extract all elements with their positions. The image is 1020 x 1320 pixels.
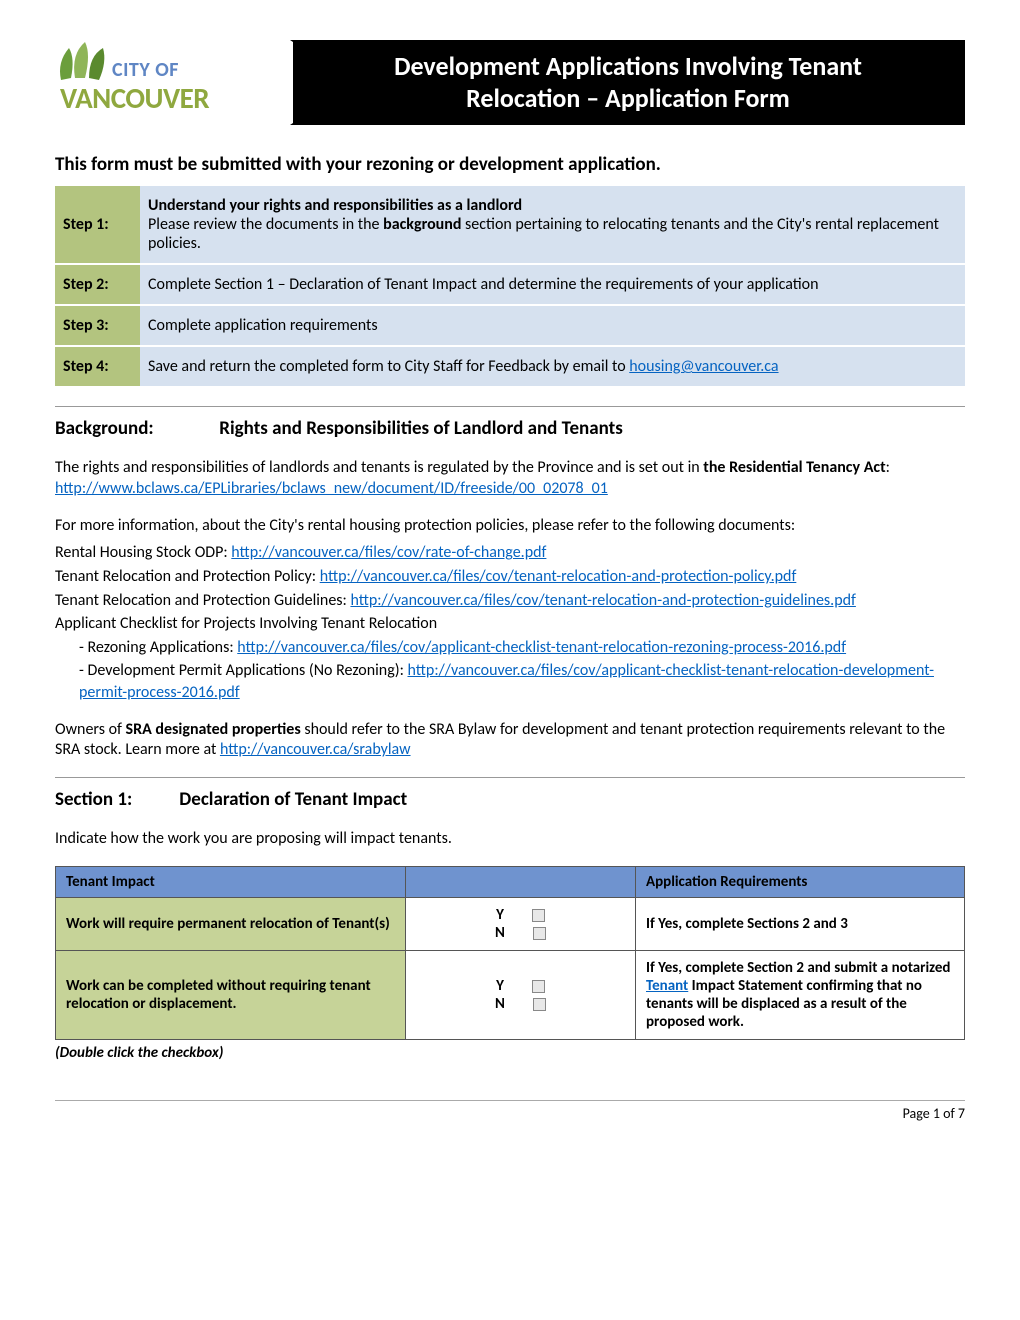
impact-col1-header: Tenant Impact — [56, 866, 406, 897]
doc4b-label: - Development Permit Applications (No Re… — [79, 661, 408, 680]
checkbox-n2[interactable] — [533, 998, 546, 1011]
header: CITY OF VANCOUVER Development Applicatio… — [55, 40, 965, 125]
background-title: Rights and Responsibilities of Landlord … — [219, 417, 622, 440]
bg-para2: For more information, about the City's r… — [55, 516, 965, 537]
doc2-label: Tenant Relocation and Protection Policy: — [55, 567, 320, 586]
intro-text: This form must be submitted with your re… — [55, 153, 965, 176]
bg-para1-bold: the Residential Tenancy Act — [703, 458, 885, 477]
step-row: Step 3: Complete application requirement… — [55, 305, 965, 346]
req2-b: Impact Statement confirming that no tena… — [646, 977, 922, 1031]
doc4a: - Rezoning Applications: http://vancouve… — [55, 637, 965, 659]
bg-para1-a: The rights and responsibilities of landl… — [55, 458, 703, 477]
step2-body: Complete Section 1 – Declaration of Tena… — [140, 264, 965, 305]
page: CITY OF VANCOUVER Development Applicatio… — [0, 0, 1020, 1142]
step-row: Step 4: Save and return the completed fo… — [55, 346, 965, 387]
step3-body: Complete application requirements — [140, 305, 965, 346]
impact-table: Tenant Impact Application Requirements W… — [55, 866, 965, 1040]
doc3-label: Tenant Relocation and Protection Guideli… — [55, 591, 350, 610]
step4-text: Save and return the completed form to Ci… — [148, 357, 629, 376]
section1-title: Declaration of Tenant Impact — [179, 788, 407, 811]
divider — [55, 406, 965, 407]
impact-row: Work will require permanent relocation o… — [56, 897, 965, 950]
checkbox-n1[interactable] — [533, 927, 546, 940]
section1-intro: Indicate how the work you are proposing … — [55, 829, 965, 850]
steps-table: Step 1: Understand your rights and respo… — [55, 186, 965, 388]
doc4b: - Development Permit Applications (No Re… — [55, 660, 965, 703]
title-line2: Relocation – Application Form — [466, 83, 790, 114]
doc1-link[interactable]: http://vancouver.ca/files/cov/rate-of-ch… — [231, 543, 546, 562]
step1-body: Understand your rights and responsibilit… — [140, 186, 965, 264]
logo-vancouver: VANCOUVER — [60, 80, 209, 116]
impact-yn1: Y N — [406, 897, 636, 950]
doc2: Tenant Relocation and Protection Policy:… — [55, 566, 965, 588]
bg-para1: The rights and responsibilities of landl… — [55, 458, 965, 500]
req2-a: If Yes, complete Section 2 and submit a … — [646, 959, 950, 977]
step1-title: Understand your rights and responsibilit… — [148, 196, 522, 215]
doc1: Rental Housing Stock ODP: http://vancouv… — [55, 542, 965, 564]
impact-yn2: Y N — [406, 950, 636, 1039]
title-line1: Development Applications Involving Tenan… — [394, 51, 862, 82]
doc3: Tenant Relocation and Protection Guideli… — [55, 590, 965, 612]
divider — [55, 777, 965, 778]
sra-para: Owners of SRA designated properties shou… — [55, 720, 965, 762]
logo-area: CITY OF VANCOUVER — [55, 40, 290, 125]
background-label: Background: — [55, 417, 215, 440]
sra-bold: SRA designated properties — [126, 720, 301, 739]
doc4a-link[interactable]: http://vancouver.ca/files/cov/applicant-… — [237, 638, 846, 657]
step1-bold: background — [383, 215, 461, 234]
doc4-label: Applicant Checklist for Projects Involvi… — [55, 613, 965, 635]
section1-heading: Section 1: Declaration of Tenant Impact — [55, 788, 965, 811]
impact-col3-header: Application Requirements — [636, 866, 965, 897]
page-footer: Page 1 of 7 — [55, 1100, 965, 1122]
step1-text-a: Please review the documents in the — [148, 215, 383, 234]
step-row: Step 2: Complete Section 1 – Declaration… — [55, 264, 965, 305]
impact-req1: If Yes, complete Sections 2 and 3 — [636, 897, 965, 950]
impact-col2-header — [406, 866, 636, 897]
leaf-icon — [55, 40, 113, 84]
step2-label: Step 2: — [55, 264, 140, 305]
sra-link[interactable]: http://vancouver.ca/srabylaw — [220, 740, 411, 759]
step1-label: Step 1: — [55, 186, 140, 264]
section1-label: Section 1: — [55, 788, 175, 811]
y-label: Y — [496, 906, 504, 924]
n-label: N — [495, 924, 505, 942]
city-logo: CITY OF VANCOUVER — [55, 40, 265, 125]
impact-row: Work can be completed without requiring … — [56, 950, 965, 1039]
doc2-link[interactable]: http://vancouver.ca/files/cov/tenant-rel… — [320, 567, 797, 586]
impact-header-row: Tenant Impact Application Requirements — [56, 866, 965, 897]
checkbox-y1[interactable] — [532, 909, 545, 922]
tenant-link[interactable]: Tenant — [646, 977, 688, 995]
doc4a-label: - Rezoning Applications: — [79, 638, 237, 657]
step4-label: Step 4: — [55, 346, 140, 387]
step4-body: Save and return the completed form to Ci… — [140, 346, 965, 387]
housing-email-link[interactable]: housing@vancouver.ca — [629, 357, 778, 376]
bg-para1-b: : — [886, 458, 890, 477]
sra-a: Owners of — [55, 720, 126, 739]
title-bar: Development Applications Involving Tenan… — [290, 40, 965, 125]
dblclick-note: (Double click the checkbox) — [55, 1044, 965, 1062]
step-row: Step 1: Understand your rights and respo… — [55, 186, 965, 264]
logo-city-of: CITY OF — [112, 58, 179, 82]
background-heading: Background: Rights and Responsibilities … — [55, 417, 965, 440]
checkbox-y2[interactable] — [532, 980, 545, 993]
impact-q1: Work will require permanent relocation o… — [56, 897, 406, 950]
impact-req2: If Yes, complete Section 2 and submit a … — [636, 950, 965, 1039]
impact-q2: Work can be completed without requiring … — [56, 950, 406, 1039]
y-label: Y — [496, 977, 504, 995]
doc1-label: Rental Housing Stock ODP: — [55, 543, 231, 562]
n-label: N — [495, 995, 505, 1013]
step3-label: Step 3: — [55, 305, 140, 346]
rta-link[interactable]: http://www.bclaws.ca/EPLibraries/bclaws_… — [55, 479, 608, 498]
doc3-link[interactable]: http://vancouver.ca/files/cov/tenant-rel… — [350, 591, 855, 610]
